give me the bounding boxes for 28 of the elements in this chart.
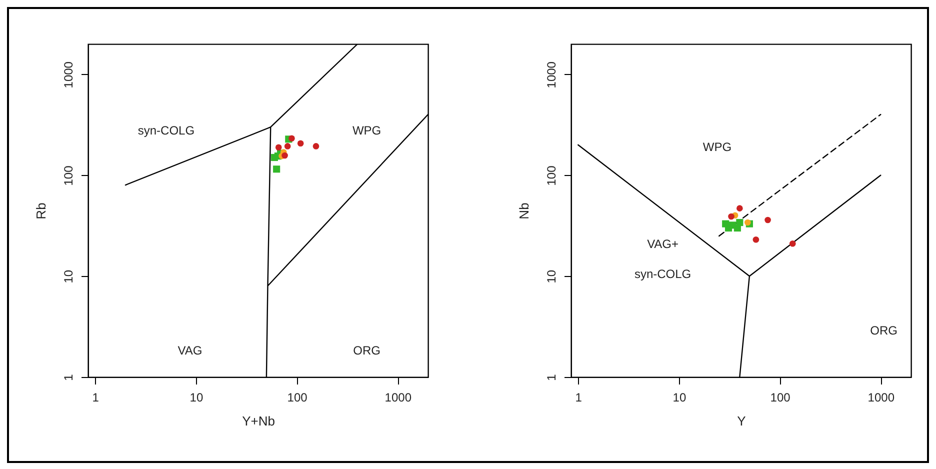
- x-axis-title: Y+Nb: [242, 414, 275, 428]
- annotation: WPG: [352, 124, 382, 138]
- x-axis-title: Y: [737, 414, 746, 428]
- x-tick-label: 1: [575, 390, 582, 404]
- x-tick-label: 1000: [868, 390, 895, 404]
- x-tick-label: 100: [287, 390, 308, 404]
- y-tick-label: 100: [544, 165, 558, 186]
- annotation: WPG: [702, 140, 732, 154]
- annotation: syn-COLG: [634, 266, 692, 281]
- y-tick-label: 10: [544, 270, 558, 284]
- y-tick-label: 10: [62, 270, 76, 284]
- y-tick-label: 100: [62, 165, 76, 186]
- y-tick-label: 1000: [62, 61, 76, 88]
- x-tick-label: 10: [190, 390, 204, 404]
- x-tick-label: 1: [92, 390, 100, 404]
- x-tick-label: 1000: [384, 390, 412, 404]
- y-axis-title: Rb: [34, 202, 48, 220]
- annotation: VAG+: [647, 236, 679, 251]
- y-tick-label: 1000: [544, 61, 558, 88]
- x-tick-label: 10: [672, 390, 686, 404]
- y-tick-label: 1: [544, 374, 558, 381]
- annotation: ORG: [870, 323, 898, 338]
- annotation: VAG: [178, 343, 202, 358]
- x-tick-label: 100: [770, 390, 791, 404]
- annotation: syn-COLG: [138, 124, 195, 138]
- annotation: ORG: [353, 343, 380, 358]
- y-axis-title: Nb: [516, 202, 532, 220]
- y-tick-label: 1: [62, 374, 76, 381]
